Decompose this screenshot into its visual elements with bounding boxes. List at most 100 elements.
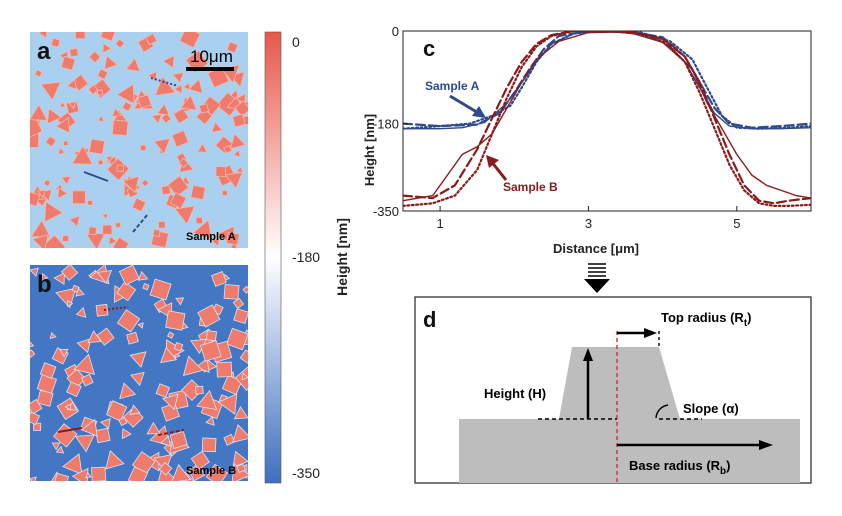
particle (96, 68, 109, 80)
particle (85, 471, 92, 479)
particle (73, 353, 95, 375)
x-axis-label: Distance [μm] (553, 241, 639, 256)
colorbar-tick-2: -350 (292, 465, 320, 481)
particle (226, 231, 240, 246)
particle (69, 47, 79, 58)
particle (61, 234, 70, 243)
particle (116, 83, 135, 105)
particle (34, 69, 43, 78)
particle (45, 135, 57, 148)
particle (232, 424, 248, 443)
y-axis-label: Height [nm] (362, 114, 377, 186)
particle (74, 434, 95, 453)
particle (96, 270, 113, 285)
particle (211, 121, 224, 133)
sample-b-label: Sample B (186, 465, 236, 477)
particle (142, 282, 150, 291)
y-tick-label: -180 (373, 117, 399, 132)
profile-line-b-dotted (103, 306, 129, 311)
particle (180, 94, 198, 111)
particle (75, 32, 86, 40)
height-arrowhead (583, 348, 593, 361)
particle (127, 466, 149, 481)
particle (81, 418, 98, 437)
particle (50, 37, 61, 48)
y-tick-label: 0 (392, 24, 399, 39)
particle (30, 267, 39, 277)
label-base-radius: Base radius (Rb) (629, 458, 731, 477)
particle (75, 306, 87, 318)
particle (226, 327, 248, 351)
particle (178, 157, 189, 168)
annotation-arrow-a (449, 94, 481, 116)
particle (155, 383, 171, 398)
particle (30, 115, 43, 138)
label-top-radius: Top radius (Rt) (661, 310, 752, 329)
particle (100, 32, 116, 42)
particle (223, 144, 233, 154)
scale-bar-label: 10μm (190, 47, 233, 66)
particle (59, 101, 67, 108)
particle (223, 433, 236, 446)
particle (122, 175, 140, 194)
particle (105, 155, 113, 163)
particle (108, 235, 118, 246)
down-arrow (584, 263, 610, 293)
sample-a-label: Sample A (186, 231, 236, 243)
particle (230, 133, 247, 150)
particle (64, 403, 72, 411)
particle (223, 283, 240, 300)
chart-series-group (403, 31, 811, 207)
annotation-sample-a: Sample A (425, 79, 480, 93)
particle (129, 351, 147, 368)
particles-sample-b (30, 265, 248, 481)
particle (139, 144, 147, 152)
particle (192, 219, 213, 241)
particle (198, 103, 210, 114)
particles-sample-a (30, 32, 248, 248)
particle (87, 199, 94, 206)
particle (112, 236, 130, 248)
particle (174, 205, 196, 225)
particle (195, 216, 204, 225)
particle (60, 175, 72, 186)
particle (111, 107, 122, 118)
series-line-sample-b-dashed (403, 31, 811, 205)
particle (151, 113, 163, 125)
particle (71, 145, 94, 165)
chart-ticks-group: 1 3 5 0 -180 -350 (373, 24, 740, 231)
particle (88, 138, 106, 155)
particle (205, 330, 217, 342)
particle (71, 284, 80, 293)
panel-c: 1 3 5 0 -180 -350 c Height [nm] Distance [μm]… (362, 24, 812, 256)
particle (179, 32, 201, 49)
particle (152, 228, 161, 237)
particle (153, 138, 171, 155)
colorbar-axis-label: Height [nm] (334, 218, 350, 296)
series-line-sample-b-solid (403, 31, 811, 202)
particle (169, 430, 188, 449)
profile-line-b-dashed (157, 429, 185, 436)
particle (126, 331, 139, 345)
particle (30, 341, 35, 348)
particle (241, 372, 248, 381)
annotation-sample-b: Sample B (503, 180, 558, 194)
particle (41, 273, 49, 282)
particle (160, 112, 172, 124)
particle (39, 362, 57, 379)
particle (81, 373, 94, 387)
particle (167, 175, 190, 198)
colorbar-tick-0: 0 (292, 34, 300, 50)
particle (195, 357, 210, 373)
particle (171, 463, 192, 481)
particle (46, 107, 63, 125)
particle (31, 234, 49, 248)
particle (102, 42, 113, 54)
base-radius-arrowhead (759, 440, 773, 450)
particle (154, 75, 176, 97)
particle (105, 400, 128, 422)
panel-letter-b: b (37, 271, 52, 298)
particle (226, 41, 239, 54)
particle (76, 338, 92, 354)
particle (125, 57, 141, 73)
